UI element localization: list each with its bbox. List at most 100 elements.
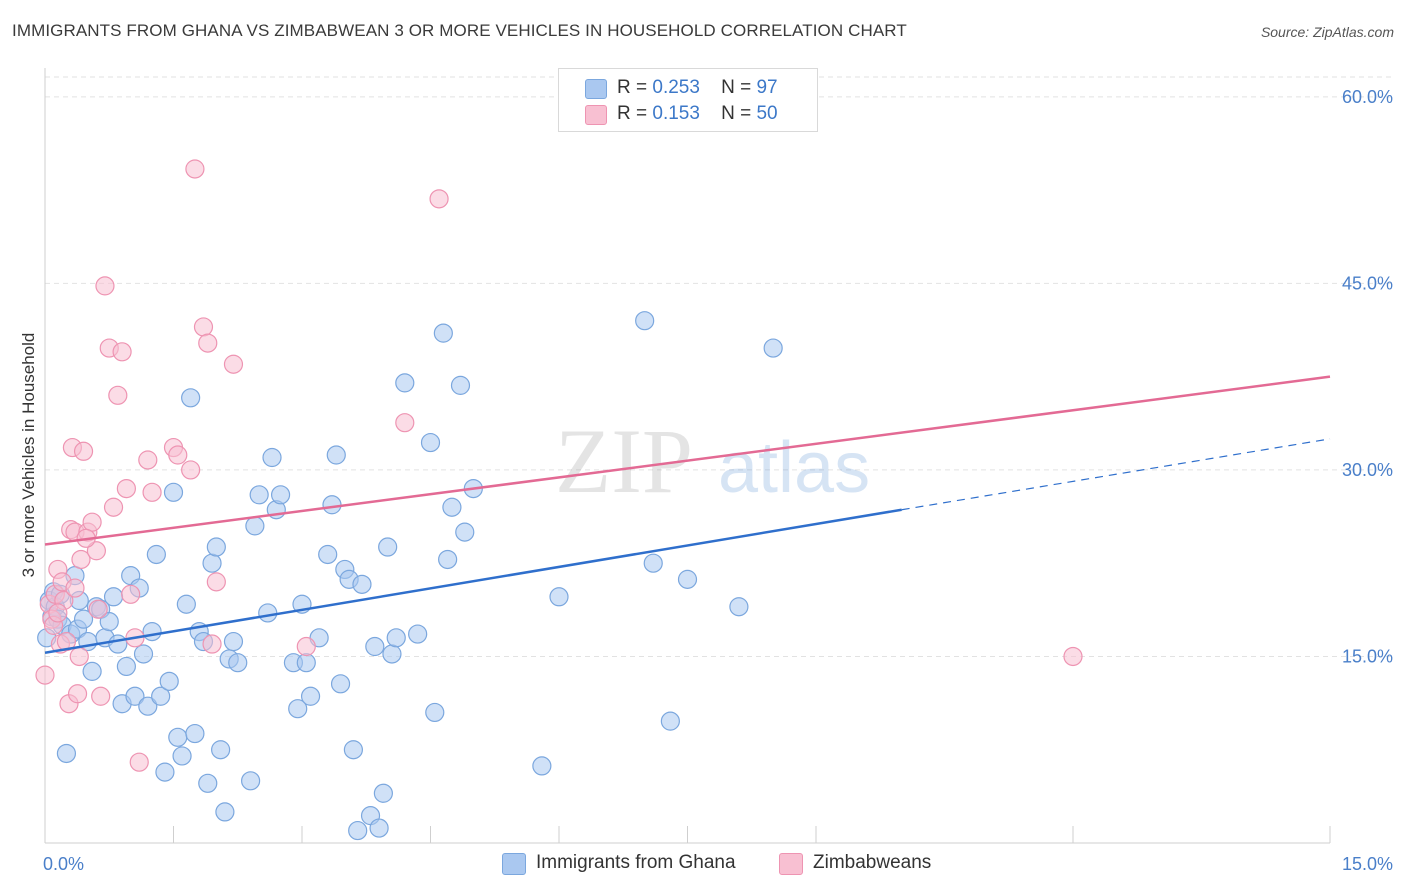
y-axis-label: 3 or more Vehicles in Household bbox=[19, 333, 38, 578]
ghana-point bbox=[262, 447, 282, 468]
zimbabwe-point bbox=[198, 333, 218, 353]
ghana-point bbox=[185, 723, 205, 744]
ghana-trend-line-extension bbox=[901, 438, 1331, 511]
trend-lines bbox=[44, 375, 1331, 654]
ghana-point bbox=[420, 432, 441, 453]
watermark: ZIP atlas bbox=[555, 410, 870, 512]
ghana-point bbox=[103, 587, 124, 607]
y-tick-label: 15.0% bbox=[1342, 646, 1393, 666]
ghana-point bbox=[211, 740, 231, 760]
chart-title: IMMIGRANTS FROM GHANA VS ZIMBABWEAN 3 OR… bbox=[12, 21, 907, 40]
zimbabwe-point bbox=[112, 342, 132, 362]
zimbabwe-point bbox=[108, 385, 128, 405]
x-tick-label: 15.0% bbox=[1342, 854, 1393, 874]
zimbabwe-point bbox=[67, 684, 88, 704]
stats-legend: R = 0.253 N = 97 R = 0.153 N = 50 bbox=[558, 68, 818, 132]
zimbabwe-point bbox=[91, 686, 111, 706]
ghana-point bbox=[181, 388, 201, 408]
bottom-legend-label-ghana: Immigrants from Ghana bbox=[536, 852, 736, 873]
ghana-point bbox=[82, 661, 102, 681]
ghana-point bbox=[206, 537, 226, 557]
ghana-point bbox=[322, 495, 342, 515]
zimbabwe-point bbox=[86, 541, 107, 561]
ghana-point bbox=[425, 702, 445, 723]
zimbabwe-point bbox=[69, 646, 89, 667]
ghana-point bbox=[382, 644, 402, 664]
ghana-point bbox=[228, 653, 248, 673]
legend-n-label: N = bbox=[721, 77, 752, 98]
ghana-point bbox=[677, 569, 698, 589]
legend-r-label: R = bbox=[617, 77, 648, 98]
bottom-legend-label-zimbabwe: Zimbabweans bbox=[813, 852, 932, 873]
ghana-point bbox=[450, 375, 471, 395]
y-tick-label: 30.0% bbox=[1342, 460, 1393, 480]
y-tick-label: 60.0% bbox=[1342, 87, 1393, 107]
ghana-point bbox=[330, 674, 351, 694]
ghana-point bbox=[318, 544, 338, 565]
bottom-legend-swatch-zimbabwe bbox=[779, 853, 803, 875]
zimbabwe-point bbox=[56, 631, 77, 652]
gridlines bbox=[45, 76, 1395, 657]
x-tick-label: 0.0% bbox=[43, 854, 84, 874]
ghana-point bbox=[108, 634, 128, 654]
watermark-zip: ZIP bbox=[555, 410, 693, 512]
ghana-point bbox=[116, 656, 136, 677]
legend-n-value-zimbabwe: 50 bbox=[756, 103, 778, 124]
zimbabwe-point bbox=[129, 752, 149, 772]
ghana-point bbox=[532, 756, 552, 776]
zimbabwe-point bbox=[296, 636, 316, 657]
ghana-point bbox=[241, 771, 261, 791]
legend-n-label: N = bbox=[721, 103, 752, 124]
zimbabwe-point bbox=[429, 189, 449, 209]
ghana-point bbox=[378, 537, 398, 557]
ghana-point bbox=[300, 686, 321, 706]
watermark-atlas: atlas bbox=[718, 428, 870, 508]
zimbabwe-point bbox=[88, 599, 108, 619]
ghana-point bbox=[159, 671, 179, 691]
zimbabwe-point bbox=[193, 317, 214, 337]
ghana-point bbox=[99, 612, 119, 632]
zimbabwe-point bbox=[116, 478, 136, 499]
ghana-point bbox=[155, 762, 175, 782]
ghana-point bbox=[73, 609, 94, 629]
zimbabwe-point bbox=[138, 450, 158, 470]
ghana-point bbox=[151, 686, 171, 706]
source-credit: Source: ZipAtlas.com bbox=[1260, 24, 1394, 40]
ghana-point bbox=[408, 624, 428, 644]
ghana-point bbox=[270, 485, 291, 505]
series-ghana-points bbox=[37, 311, 783, 841]
ghana-point bbox=[198, 773, 218, 793]
ghana-point bbox=[763, 338, 783, 358]
ghana-point bbox=[138, 696, 158, 716]
zimbabwe-point bbox=[82, 512, 102, 532]
legend-r-value-ghana: 0.253 bbox=[652, 77, 700, 98]
ghana-point bbox=[326, 445, 346, 465]
zimbabwe-point bbox=[35, 665, 55, 685]
ghana-point bbox=[176, 594, 196, 614]
ghana-point bbox=[245, 516, 265, 536]
ghana-point bbox=[549, 587, 569, 607]
zimbabwe-point bbox=[1063, 646, 1083, 667]
zimbabwe-point bbox=[95, 276, 115, 296]
zimbabwe-point bbox=[65, 578, 85, 598]
legend-swatch-ghana bbox=[585, 79, 607, 99]
ghana-point bbox=[386, 628, 406, 648]
ghana-point bbox=[215, 802, 235, 822]
zimbabwe-point bbox=[142, 482, 162, 502]
ghana-point bbox=[438, 549, 458, 570]
ghana-point bbox=[643, 553, 663, 573]
zimbabwe-point bbox=[73, 441, 94, 461]
tick-labels: 15.0% 30.0% 45.0% 60.0% 0.0% 15.0% bbox=[43, 87, 1393, 874]
ghana-point bbox=[172, 746, 192, 766]
ghana-point bbox=[142, 621, 162, 642]
ghana-point bbox=[455, 522, 475, 542]
legend-r-value-zimbabwe: 0.153 bbox=[652, 103, 700, 124]
zimbabwe-point bbox=[223, 354, 244, 374]
zimbabwe-point bbox=[181, 460, 201, 480]
ghana-point bbox=[249, 485, 269, 505]
zimbabwe-point bbox=[71, 549, 91, 570]
ghana-point bbox=[369, 818, 389, 838]
ghana-point bbox=[348, 820, 368, 841]
ghana-point bbox=[433, 323, 453, 343]
ghana-point bbox=[442, 497, 462, 517]
